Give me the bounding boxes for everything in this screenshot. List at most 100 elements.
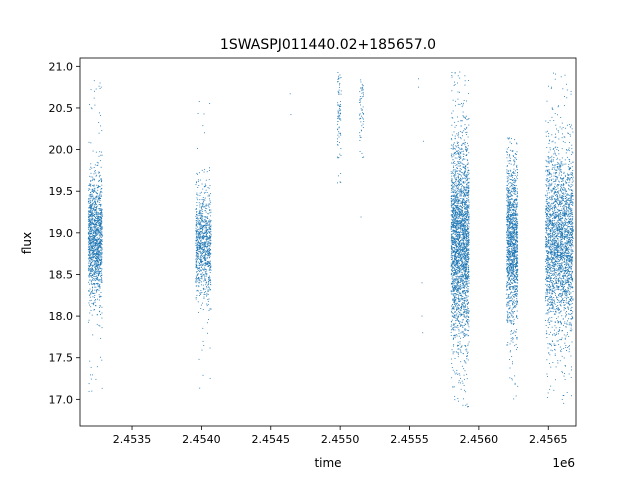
data-point [453, 143, 454, 145]
data-point [92, 235, 94, 237]
data-point [199, 233, 201, 235]
data-point [451, 241, 453, 243]
data-point [209, 263, 210, 265]
data-point [455, 228, 457, 230]
data-point [458, 255, 460, 257]
data-point [101, 226, 103, 228]
data-point [455, 241, 457, 243]
data-point [455, 252, 456, 254]
data-point [199, 237, 201, 239]
data-point [98, 264, 100, 266]
data-point [458, 200, 460, 202]
data-point [200, 248, 202, 250]
data-point [100, 86, 102, 88]
data-point [88, 252, 90, 254]
data-point [461, 212, 463, 214]
data-point [197, 194, 199, 196]
data-point [453, 85, 455, 86]
data-point [460, 300, 462, 302]
data-point [100, 243, 102, 245]
data-point [361, 115, 363, 117]
data-point [466, 249, 468, 251]
data-point [93, 198, 95, 199]
data-point [468, 184, 470, 186]
data-point [466, 260, 468, 262]
data-point [455, 269, 456, 271]
data-point [94, 272, 96, 274]
data-point [100, 260, 102, 262]
data-point [466, 234, 468, 235]
data-point [467, 261, 469, 263]
data-point [91, 292, 93, 294]
data-point [97, 270, 99, 272]
data-point [455, 201, 457, 203]
data-point [338, 104, 340, 106]
data-point [196, 197, 198, 199]
data-point [202, 235, 204, 237]
data-point [200, 292, 202, 294]
data-point [97, 245, 99, 247]
data-point [460, 257, 462, 259]
data-point [457, 220, 458, 222]
data-point [95, 175, 97, 177]
data-point [467, 172, 469, 173]
data-point [201, 231, 203, 233]
data-point [93, 235, 95, 237]
data-point [200, 241, 202, 243]
data-point [452, 262, 454, 264]
data-point [450, 200, 452, 202]
data-point [94, 227, 96, 229]
data-point [202, 255, 204, 257]
data-point [456, 315, 458, 317]
data-point [202, 227, 204, 228]
data-point [100, 245, 102, 247]
data-point [455, 320, 457, 322]
data-point [340, 104, 342, 105]
data-point [456, 318, 458, 320]
data-point [455, 105, 456, 107]
data-point [94, 264, 95, 266]
data-point [467, 359, 469, 361]
data-point [88, 254, 90, 256]
data-point [195, 255, 197, 257]
data-point [467, 324, 469, 326]
data-point [88, 265, 90, 266]
data-point [89, 254, 91, 256]
data-point [199, 246, 201, 248]
data-point [91, 190, 93, 192]
data-point [89, 274, 91, 276]
data-point [94, 217, 96, 219]
data-point [465, 146, 467, 148]
data-point [204, 191, 206, 193]
data-point [461, 262, 463, 264]
data-point [209, 257, 211, 259]
data-point [95, 258, 97, 260]
data-point [461, 259, 463, 261]
data-point [466, 303, 468, 304]
data-point [465, 254, 467, 256]
data-point [93, 245, 95, 247]
data-point [454, 265, 456, 267]
data-point [468, 232, 470, 234]
data-point [463, 215, 465, 217]
data-point [453, 189, 455, 191]
data-point [88, 236, 90, 238]
data-point [94, 198, 96, 200]
data-point [95, 238, 97, 240]
data-point [93, 260, 94, 262]
data-point [464, 189, 466, 190]
data-point [460, 187, 462, 189]
data-point [95, 228, 97, 230]
data-point [461, 283, 463, 284]
data-point [88, 319, 90, 321]
data-point [455, 275, 457, 277]
data-point [453, 252, 454, 253]
data-point [207, 332, 208, 334]
data-point [199, 172, 200, 174]
data-point [359, 140, 361, 141]
data-point [453, 220, 455, 222]
data-point [98, 256, 100, 258]
data-point [453, 335, 455, 337]
data-point [458, 300, 460, 302]
data-point [209, 308, 211, 310]
